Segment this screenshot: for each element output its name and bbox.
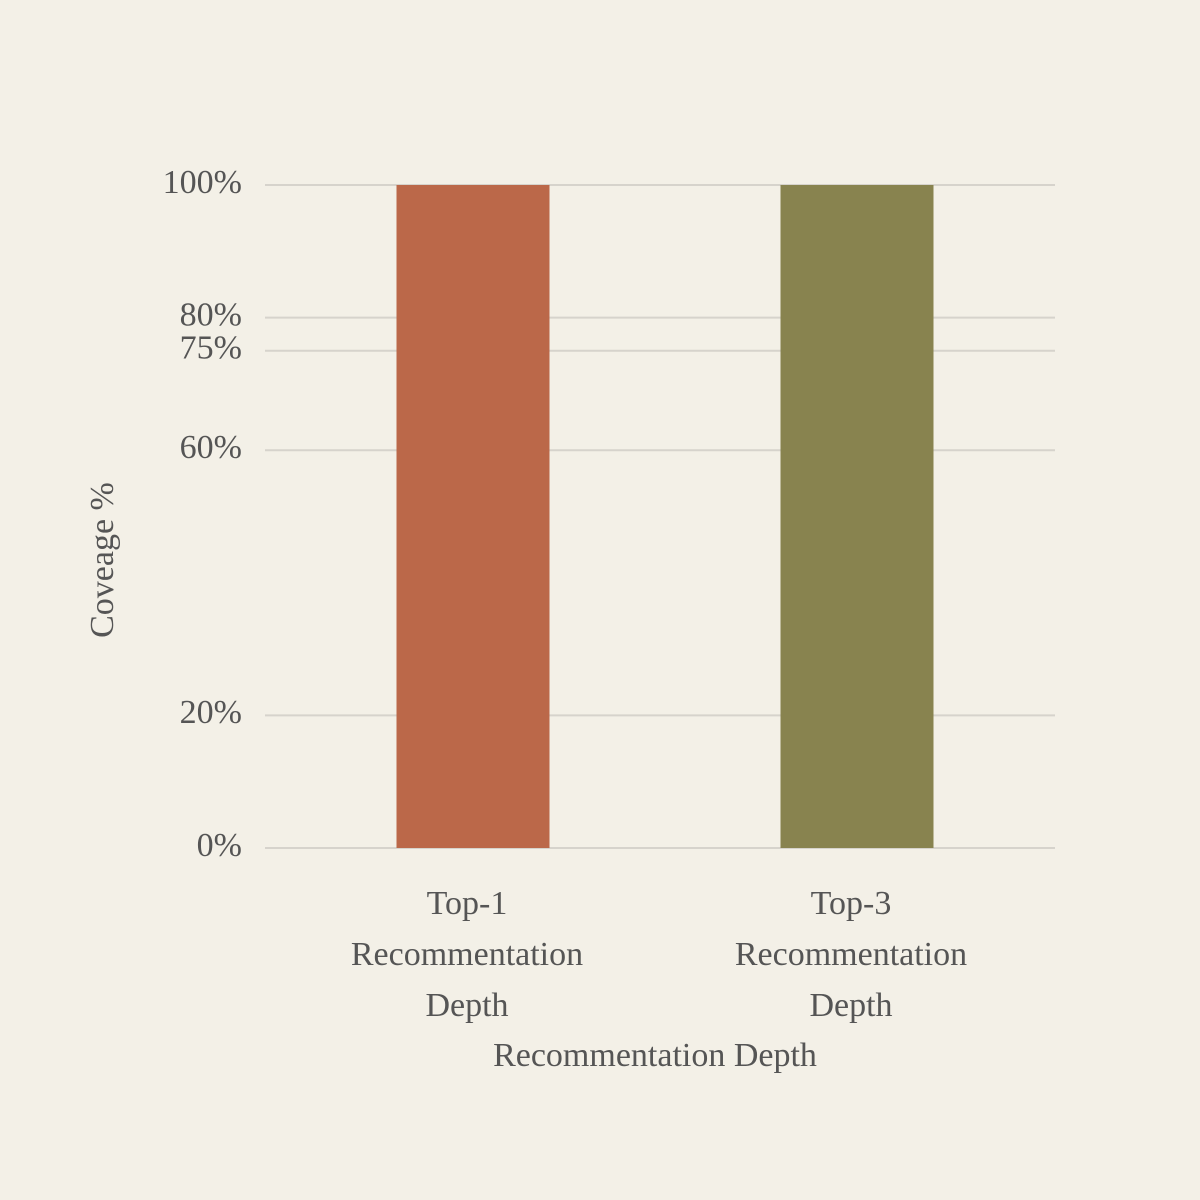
- y-tick-label: 100%: [163, 164, 242, 201]
- y-tick-label: 20%: [180, 694, 242, 731]
- bar: [780, 185, 934, 848]
- bar: [396, 185, 550, 848]
- y-tick-label: 0%: [197, 827, 242, 864]
- y-tick-label: 60%: [180, 429, 242, 466]
- x-tick-label: Top-3 Recommentation Depth: [734, 885, 968, 1024]
- y-tick-label: 80%: [180, 296, 242, 333]
- x-tick-label: Top-1 Recommentation Depth: [350, 885, 584, 1024]
- y-axis-label: Coveage %: [84, 482, 121, 638]
- y-tick-label: 75%: [180, 330, 242, 367]
- x-axis-label: Recommentation Depth: [493, 1037, 817, 1074]
